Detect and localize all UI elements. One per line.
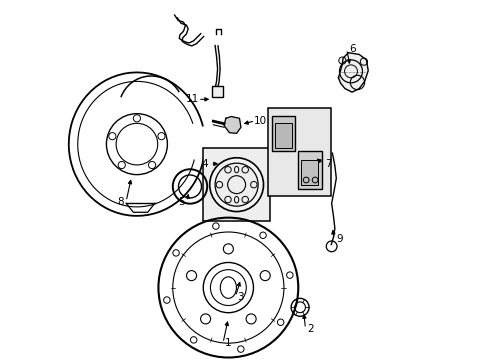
Polygon shape	[338, 53, 367, 92]
Circle shape	[209, 158, 263, 212]
Bar	[203, 148, 269, 221]
Text: 3: 3	[237, 292, 244, 302]
Bar	[274, 123, 292, 148]
Text: 10: 10	[254, 116, 266, 126]
Bar	[267, 108, 330, 196]
Text: 7: 7	[325, 159, 331, 169]
Text: 6: 6	[348, 44, 355, 54]
Polygon shape	[224, 117, 241, 134]
Text: 8: 8	[117, 197, 124, 207]
Bar	[301, 159, 318, 185]
Bar	[272, 116, 294, 151]
Text: 2: 2	[307, 324, 313, 334]
Circle shape	[215, 163, 258, 206]
Text: 4: 4	[202, 159, 208, 169]
Text: 9: 9	[336, 234, 342, 244]
Bar	[298, 151, 321, 189]
Text: 5: 5	[178, 197, 184, 207]
Text: 11: 11	[185, 94, 199, 104]
Text: 1: 1	[224, 338, 231, 348]
Bar	[211, 86, 223, 97]
